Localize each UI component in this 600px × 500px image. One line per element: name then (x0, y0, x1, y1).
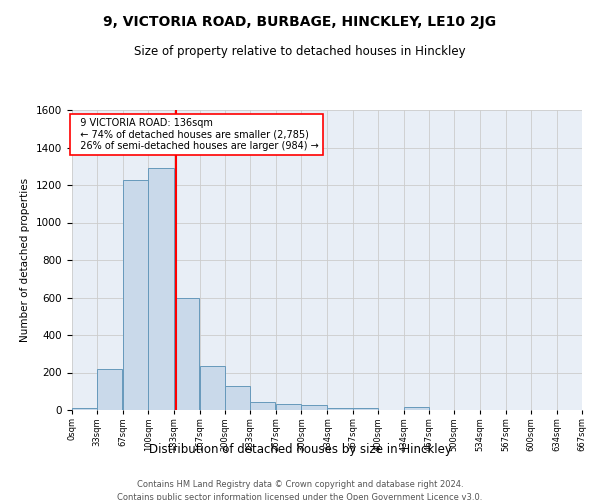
Bar (328, 408, 353, 410)
Y-axis label: Number of detached properties: Number of detached properties (20, 178, 31, 342)
Text: 9, VICTORIA ROAD, BURBAGE, HINCKLEY, LE10 2JG: 9, VICTORIA ROAD, BURBAGE, HINCKLEY, LE1… (103, 15, 497, 29)
Bar (97, 369, 122, 410)
Text: Contains public sector information licensed under the Open Government Licence v3: Contains public sector information licen… (118, 492, 482, 500)
Bar (353, 408, 378, 410)
Bar (123, 180, 148, 410)
Text: 9 VICTORIA ROAD: 136sqm
  ← 74% of detached houses are smaller (2,785)
  26% of : 9 VICTORIA ROAD: 136sqm ← 74% of detache… (74, 118, 319, 150)
Bar (250, 402, 275, 410)
Bar (200, 366, 225, 410)
Bar (301, 406, 326, 410)
Bar (276, 404, 301, 410)
Bar (148, 168, 173, 410)
Bar (173, 298, 199, 410)
Text: Distribution of detached houses by size in Hinckley: Distribution of detached houses by size … (149, 442, 451, 456)
Bar (225, 386, 250, 410)
Text: Size of property relative to detached houses in Hinckley: Size of property relative to detached ho… (134, 45, 466, 58)
Bar (404, 407, 429, 410)
Text: Contains HM Land Registry data © Crown copyright and database right 2024.: Contains HM Land Registry data © Crown c… (137, 480, 463, 489)
Bar (72, 408, 97, 410)
